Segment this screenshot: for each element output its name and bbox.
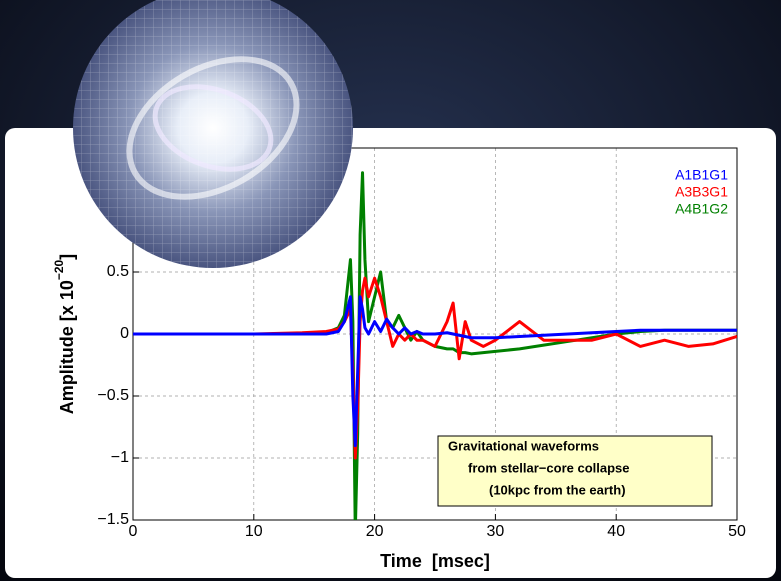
x-tick-label: 40 <box>607 523 625 540</box>
series-line <box>133 295 737 448</box>
legend-label: A4B1G2 <box>675 201 728 217</box>
y-label-text: Amplitude [x 10 <box>57 280 77 414</box>
y-tick-label: 0 <box>120 325 129 342</box>
x-tick-label: 10 <box>245 523 263 540</box>
legend-label: A3B3G1 <box>675 184 728 200</box>
y-label-exponent: −20 <box>52 259 66 280</box>
globe <box>73 0 353 268</box>
annotation-box <box>437 435 713 507</box>
legend-label: A1B1G1 <box>675 167 728 183</box>
y-tick-label: 0.5 <box>107 263 129 280</box>
y-tick-label: −1.5 <box>97 511 129 528</box>
y-tick-label: −0.5 <box>97 387 129 404</box>
y-tick-label: −1 <box>111 449 129 466</box>
annotation: Gravitational waveforms <box>448 438 599 453</box>
x-tick-label: 0 <box>129 523 138 540</box>
x-tick-label: 20 <box>366 523 384 540</box>
y-axis-label: Amplitude [x 10−20] <box>52 254 77 414</box>
x-axis-label: Time [msec] <box>380 551 490 571</box>
x-tick-label: 30 <box>487 523 505 540</box>
annotation: from stellar−core collapse <box>468 460 630 475</box>
x-tick-label: 50 <box>728 523 746 540</box>
annotation: (10kpc from the earth) <box>489 482 626 497</box>
